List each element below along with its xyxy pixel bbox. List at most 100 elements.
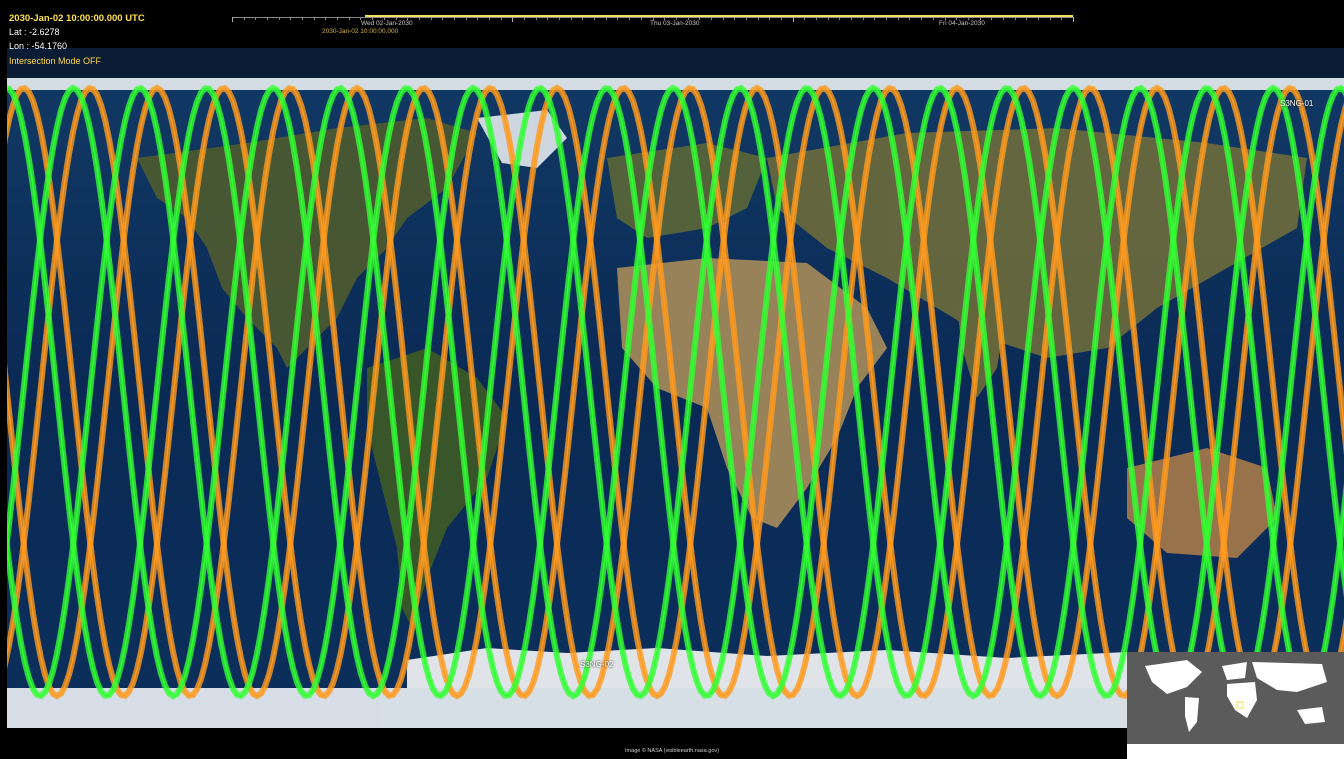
timeline-tick [582, 17, 584, 20]
timeline-tick [816, 17, 818, 20]
timeline-tick [442, 17, 444, 20]
timeline-tick [418, 17, 420, 20]
timeline-day-label: Wed 02-Jan-2030 [361, 20, 413, 27]
timeline-tick [477, 17, 479, 20]
longitude-readout: Lon : -54.1760 [9, 41, 68, 51]
timeline-tick [862, 17, 864, 20]
timeline-tick [255, 17, 257, 20]
timeline-tick [1014, 17, 1016, 20]
timeline-tick [278, 17, 280, 20]
timeline-tick [430, 17, 432, 20]
timeline-tick [570, 17, 572, 20]
timeline-tick [488, 17, 490, 20]
timeline-tick [500, 17, 502, 20]
timeline-tick [769, 17, 771, 20]
timeline-tick [524, 17, 525, 20]
timeline-tick [897, 17, 899, 20]
timeline-tick [383, 17, 385, 20]
timeline-tick [453, 17, 455, 20]
timeline-selected-range[interactable] [365, 15, 1073, 17]
ground-track-s3ng-02 [7, 84, 1344, 700]
timeline-tick [1026, 17, 1028, 20]
satellite-label[interactable]: S3NG-01 [1280, 99, 1314, 108]
ground-track-line [7, 87, 1344, 697]
timeline-scrubber[interactable]: Wed 02-Jan-2030 Thu 03-Jan-2030 Fri 04-J… [232, 15, 1074, 35]
timeline-tick [629, 17, 631, 20]
minimap-viewport-marker[interactable] [1236, 701, 1244, 709]
antarctica-landmass [7, 688, 1344, 728]
timeline-tick [851, 17, 853, 20]
timeline-tick [991, 17, 993, 20]
timeline-tick [232, 17, 233, 22]
timeline-tick [1037, 17, 1039, 20]
timeline-day-label: Fri 04-Jan-2030 [939, 20, 985, 27]
timeline-tick [1002, 17, 1004, 20]
timeline-tick [804, 17, 806, 20]
ground-track-line [7, 87, 1344, 697]
timeline-tick [512, 17, 514, 22]
timeline-tick [547, 17, 549, 20]
africa-landmass [617, 258, 887, 528]
ground-track-s3ng-01 [7, 84, 1344, 700]
timeline-tick [617, 17, 619, 20]
timeline-day-label: Thu 03-Jan-2030 [650, 20, 700, 27]
utc-time-readout: 2030-Jan-02 10:00:00.000 UTC [9, 13, 145, 24]
world-map[interactable] [7, 48, 1344, 728]
timeline-tick [921, 17, 923, 20]
ground-track-line [7, 87, 1344, 697]
timeline-tick [1061, 17, 1063, 20]
timeline-tick [874, 17, 876, 20]
timeline-tick [956, 17, 958, 20]
timeline-cursor-time: 2030-Jan-02 10:00:00.000 [322, 28, 399, 35]
timeline-tick [535, 17, 537, 20]
timeline-tick [780, 17, 782, 20]
minimap-continents [1127, 660, 1344, 759]
ground-track-line [7, 87, 1344, 697]
timeline-tick [407, 17, 409, 20]
india-landmass [957, 303, 1007, 398]
timeline-tick [313, 17, 315, 20]
timeline-tick [675, 17, 677, 20]
timeline-tick [290, 17, 292, 20]
timeline-tick [360, 17, 362, 20]
timeline-tick [267, 17, 269, 20]
timeline-tick [302, 17, 304, 20]
timeline-tick [559, 17, 561, 20]
timeline-tick [465, 17, 467, 20]
timeline-tick [839, 17, 841, 20]
timeline-tick [886, 17, 888, 20]
image-credit: Image © NASA (visibleearth.nasa.gov) [625, 748, 719, 754]
timeline-tick [372, 17, 374, 20]
timeline-tick [594, 17, 596, 20]
timeline-tick [979, 17, 981, 20]
timeline-tick [243, 17, 245, 20]
timeline-tick [1049, 17, 1051, 20]
timeline-tick [710, 17, 712, 20]
timeline-tick [325, 17, 327, 20]
timeline-tick [734, 17, 736, 20]
timeline-tick [757, 17, 759, 20]
map-top-band [7, 48, 1344, 78]
info-overlay: 2030-Jan-02 10:00:00.000 UTC Lat : -2.62… [0, 0, 1344, 78]
intersection-mode-status[interactable]: Intersection Mode OFF [9, 56, 102, 66]
timeline-tick [699, 17, 701, 20]
overview-minimap[interactable] [1127, 652, 1344, 759]
timeline-tick [827, 17, 829, 20]
timeline-tick [909, 17, 911, 20]
timeline-tick [652, 17, 654, 20]
timeline-tick [722, 17, 724, 20]
timeline-tick [395, 17, 397, 20]
timeline-tick [932, 17, 934, 20]
satellite-label[interactable]: S3NG-02 [580, 660, 614, 669]
timeline-tick [1073, 17, 1074, 22]
timeline-tick [605, 17, 607, 20]
timeline-tick [944, 17, 946, 20]
timeline-tick [664, 17, 666, 20]
timeline-tick [348, 17, 350, 20]
timeline-tick [337, 17, 339, 20]
timeline-tick [687, 17, 689, 20]
timeline-tick [967, 17, 969, 20]
timeline-tick [792, 17, 794, 22]
latitude-readout: Lat : -2.6278 [9, 27, 60, 37]
timeline-tick [640, 17, 642, 20]
